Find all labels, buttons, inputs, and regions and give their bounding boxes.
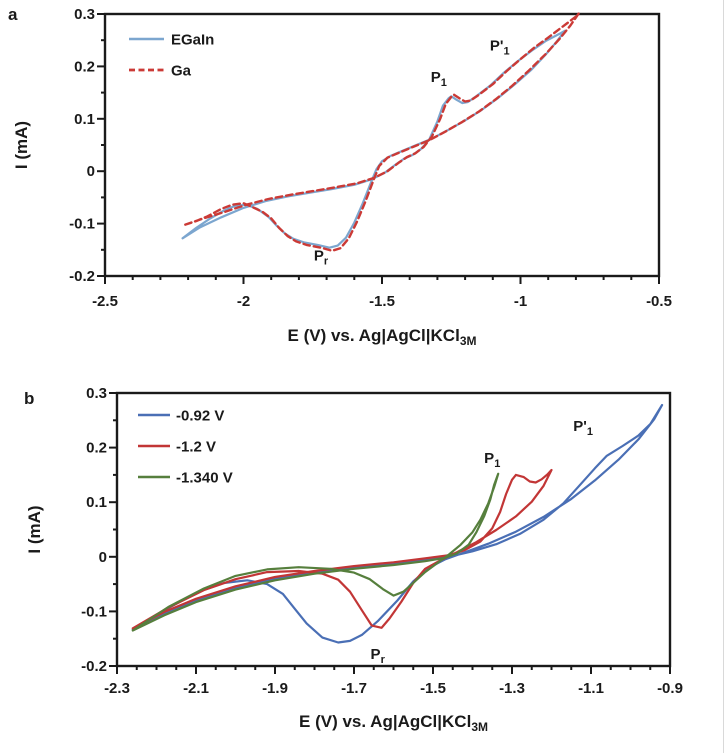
panel-a-series-ga	[184, 12, 580, 252]
peak-label-p-1: P'1	[573, 418, 593, 438]
peak-label-pr: Pr	[314, 247, 329, 267]
panel-a-frame	[103, 12, 661, 278]
legend-label-1-340-v: -1.340 V	[176, 470, 233, 487]
x-tick-label: -1.7	[341, 680, 367, 697]
peak-label-p1: P1	[484, 450, 500, 470]
y-tick-label: 0	[99, 549, 107, 566]
panel-a-x-axis-title: E (V) vs. Ag|AgCl|KCl3M	[288, 326, 477, 348]
peak-label-pr: Pr	[371, 646, 386, 666]
legend-label-0-92-v: -0.92 V	[176, 408, 224, 425]
y-tick-label: -0.1	[69, 216, 95, 233]
panel-a: -2.5 -2 -1.5 -1 -0.5 0.3 0.2 0.1 0 -0.1 -0.2 P1 P'1 P…	[8, 5, 672, 348]
peak-label-p-1: P'1	[490, 38, 510, 58]
panel-letter-b: b	[24, 389, 34, 408]
panel-b-series-1-340-v	[131, 472, 500, 632]
x-tick-label: -0.9	[657, 680, 683, 697]
panel-a-legend: EGaIn Ga	[129, 32, 214, 80]
y-tick-label: 0.2	[74, 58, 95, 75]
x-tick-label: -2.1	[183, 680, 209, 697]
legend-label-egain: EGaIn	[171, 32, 214, 49]
legend-label-1-2-v: -1.2 V	[176, 439, 216, 456]
y-tick-label: 0.3	[74, 6, 95, 23]
y-tick-label: 0.2	[86, 440, 107, 457]
x-tick-label: -1	[514, 293, 527, 310]
x-tick-label: -1.5	[369, 293, 395, 310]
x-tick-label: -1.1	[578, 680, 604, 697]
legend-label-ga: Ga	[171, 63, 192, 80]
panel-a-series-egain	[181, 29, 566, 249]
y-tick-label: -0.1	[81, 603, 107, 620]
y-tick-label: -0.2	[81, 658, 107, 675]
x-tick-label: -1.3	[499, 680, 525, 697]
panel-b-series-1-2-v	[131, 468, 553, 630]
y-tick-label: -0.2	[69, 268, 95, 285]
y-tick-label: 0.3	[86, 385, 107, 402]
peak-label-p1: P1	[431, 69, 447, 89]
y-tick-label: 0.1	[86, 494, 107, 511]
panel-letter-a: a	[8, 5, 18, 24]
panel-b: -2.3 -2.1 -1.9 -1.7 -1.5 -1.3 -1.1 -0.9 0.3 0.2 0.…	[24, 385, 683, 734]
x-tick-label: -2.5	[92, 293, 118, 310]
y-tick-label: 0	[87, 163, 95, 180]
x-tick-label: -1.9	[262, 680, 288, 697]
panel-b-x-axis-title: E (V) vs. Ag|AgCl|KCl3M	[299, 712, 488, 734]
y-tick-label: 0.1	[74, 111, 95, 128]
panel-a-y-axis-title: I (mA)	[12, 121, 31, 169]
x-tick-label: -2	[237, 293, 250, 310]
panel-b-legend: -0.92 V -1.2 V -1.340 V	[138, 408, 233, 487]
x-tick-label: -1.5	[420, 680, 446, 697]
panel-b-y-axis-title: I (mA)	[25, 505, 44, 553]
x-tick-label: -2.3	[104, 680, 130, 697]
x-tick-label: -0.5	[646, 293, 672, 310]
